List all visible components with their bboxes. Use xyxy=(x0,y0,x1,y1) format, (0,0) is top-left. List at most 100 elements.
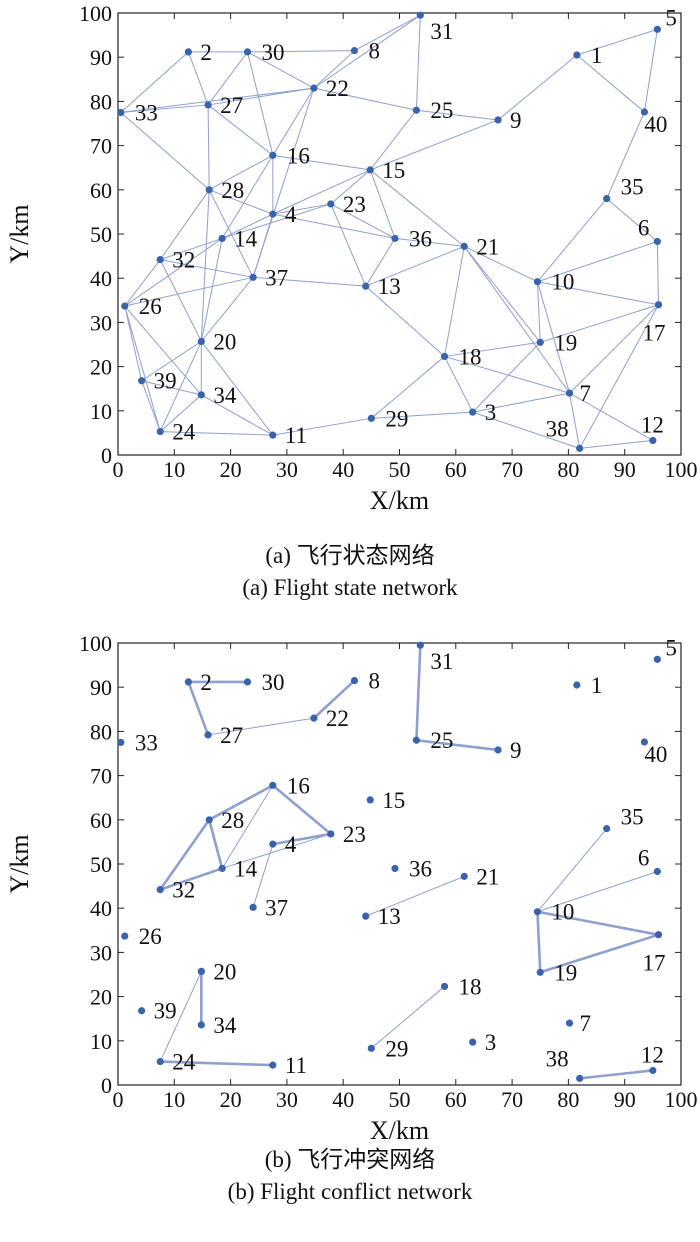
node-36 xyxy=(391,234,399,243)
network-edge xyxy=(579,439,653,449)
network-edge xyxy=(221,213,274,239)
node-9 xyxy=(494,746,502,754)
node-label-20: 20 xyxy=(213,959,236,984)
network-edge xyxy=(444,246,465,357)
node-25 xyxy=(412,736,420,744)
x-axis-title: X/km xyxy=(370,486,429,515)
conflict-edge-strong xyxy=(313,679,356,720)
node-8 xyxy=(350,46,359,55)
node-label-27: 27 xyxy=(220,723,243,748)
network-edge xyxy=(124,305,143,381)
node-22 xyxy=(310,714,318,722)
network-edge xyxy=(569,392,654,441)
y-tick-label: 20 xyxy=(90,985,112,1010)
node-label-8: 8 xyxy=(368,39,380,64)
x-tick-label: 20 xyxy=(220,1087,242,1112)
network-edge xyxy=(444,356,474,413)
node-14 xyxy=(218,234,226,243)
x-tick-label: 100 xyxy=(665,1087,698,1112)
node-2 xyxy=(184,678,192,686)
node-label-1: 1 xyxy=(591,673,603,698)
node-3 xyxy=(469,1038,477,1046)
conflict-edge-strong xyxy=(537,910,659,936)
node-label-18: 18 xyxy=(459,344,482,369)
node-20 xyxy=(197,967,205,976)
node-label-12: 12 xyxy=(641,412,664,437)
network-edge xyxy=(606,111,645,199)
network-edge xyxy=(472,411,580,449)
node-1 xyxy=(573,681,581,689)
node-26 xyxy=(121,302,129,310)
node-label-11: 11 xyxy=(285,423,307,448)
x-tick-label: 30 xyxy=(276,457,298,482)
node-label-34: 34 xyxy=(213,383,237,408)
node-30 xyxy=(243,678,252,686)
node-34 xyxy=(197,1021,205,1029)
node-13 xyxy=(362,282,370,290)
node-label-23: 23 xyxy=(343,192,366,217)
node-label-34: 34 xyxy=(213,1013,237,1038)
network-edge xyxy=(120,87,314,113)
node-label-13: 13 xyxy=(378,904,401,929)
node-2 xyxy=(184,48,192,56)
node-39 xyxy=(138,1007,146,1015)
network-edge xyxy=(369,109,417,171)
network-edge xyxy=(606,198,658,242)
node-label-32: 32 xyxy=(172,878,195,903)
network-edge xyxy=(272,87,315,156)
network-edge xyxy=(124,276,254,307)
node-label-2: 2 xyxy=(200,40,212,65)
conflict-edge xyxy=(371,986,445,1049)
node-20 xyxy=(197,337,205,346)
node-11 xyxy=(269,1061,277,1069)
network-edge xyxy=(124,305,161,432)
network-edge xyxy=(537,198,608,283)
conflict-edge-strong xyxy=(159,867,223,891)
network-edge xyxy=(160,237,223,261)
x-tick-label: 40 xyxy=(332,457,354,482)
node-label-17: 17 xyxy=(642,321,665,346)
network-edge xyxy=(120,104,209,113)
y-tick-label: 50 xyxy=(90,222,112,247)
node-label-33: 33 xyxy=(135,730,158,755)
conflict-edge-strong xyxy=(579,1069,653,1080)
node-label-32: 32 xyxy=(172,248,195,273)
network-edge xyxy=(537,241,658,283)
node-label-30: 30 xyxy=(261,670,284,695)
network-edge xyxy=(330,203,396,239)
x-tick-label: 70 xyxy=(501,1087,523,1112)
network-edge xyxy=(371,356,445,419)
node-label-31: 31 xyxy=(430,649,453,674)
node-28 xyxy=(205,186,213,194)
node-30 xyxy=(243,48,252,56)
node-21 xyxy=(460,242,468,250)
y-tick-label: 0 xyxy=(101,1073,112,1098)
node-label-28: 28 xyxy=(221,178,244,203)
caption-en: (b) Flight conflict network xyxy=(228,1179,473,1204)
node-label-9: 9 xyxy=(510,108,522,133)
network-edge xyxy=(415,15,421,111)
network-edge xyxy=(187,51,209,106)
node-7 xyxy=(565,389,574,397)
node-10 xyxy=(533,278,542,286)
network-edge xyxy=(313,50,355,89)
node-label-22: 22 xyxy=(326,76,349,101)
y-tick-label: 40 xyxy=(90,896,112,921)
y-tick-label: 80 xyxy=(90,89,112,114)
node-label-1: 1 xyxy=(591,43,603,68)
y-tick-label: 10 xyxy=(90,399,112,424)
node-6 xyxy=(653,237,661,246)
node-29 xyxy=(367,1044,375,1052)
node-28 xyxy=(205,816,213,824)
network-edge xyxy=(120,51,189,113)
node-label-11: 11 xyxy=(285,1053,307,1078)
node-19 xyxy=(536,968,544,976)
node-label-4: 4 xyxy=(285,832,297,857)
node-label-37: 37 xyxy=(265,265,288,290)
conflict-edge xyxy=(537,871,658,913)
node-35 xyxy=(603,825,611,833)
y-tick-label: 90 xyxy=(90,675,112,700)
x-tick-label: 20 xyxy=(220,457,242,482)
node-label-38: 38 xyxy=(546,416,569,441)
y-axis-title: Y/km xyxy=(5,834,34,893)
